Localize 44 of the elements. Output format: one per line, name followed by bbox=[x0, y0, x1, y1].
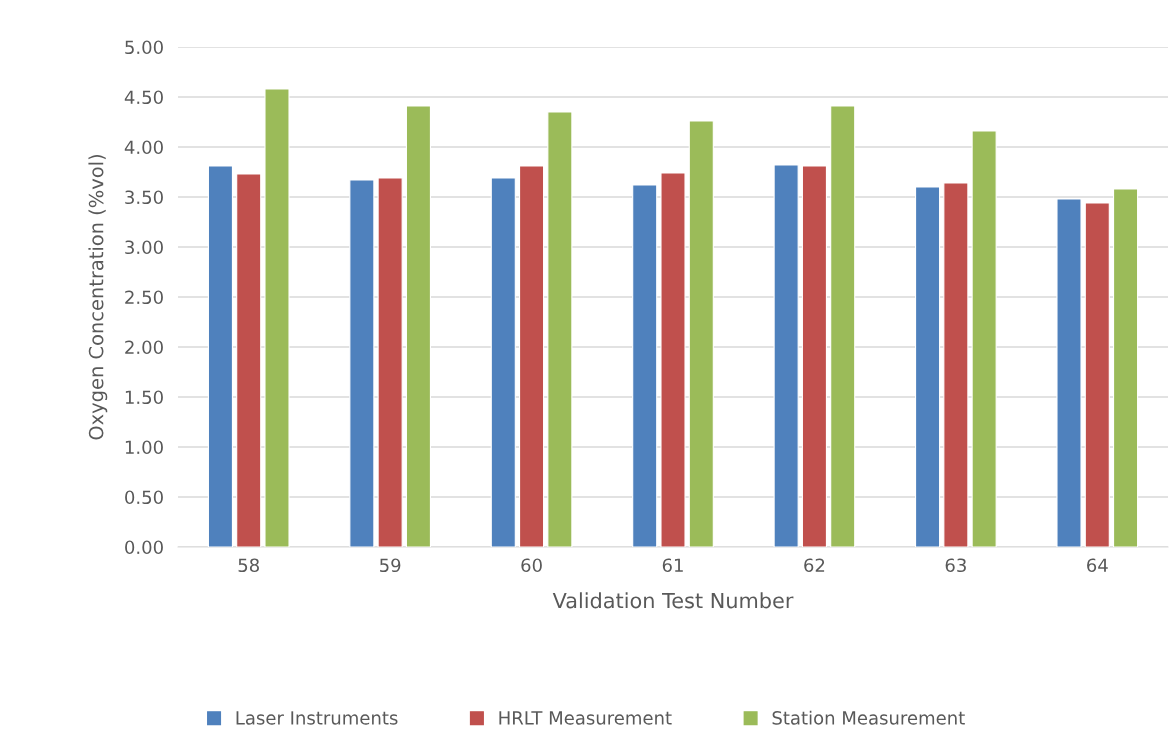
bar bbox=[688, 120, 714, 547]
bar bbox=[632, 184, 658, 547]
y-tick-label: 1.50 bbox=[125, 390, 163, 405]
y-tick-label: 3.00 bbox=[125, 240, 163, 255]
y-tick-label: 1.00 bbox=[125, 440, 163, 455]
legend-label: Laser Instruments bbox=[236, 711, 398, 725]
x-tick-label: 58 bbox=[238, 558, 259, 573]
y-tick-label: 0.50 bbox=[125, 490, 163, 505]
bar bbox=[405, 105, 432, 547]
bar bbox=[377, 177, 403, 547]
bar bbox=[971, 130, 997, 547]
bar bbox=[264, 88, 290, 547]
bar bbox=[660, 172, 686, 547]
x-tick-label: 62 bbox=[804, 558, 825, 573]
bar bbox=[801, 165, 828, 547]
y-tick-label: 0.00 bbox=[125, 540, 163, 555]
y-tick-label: 2.50 bbox=[125, 290, 163, 305]
bar bbox=[1056, 198, 1082, 547]
bar bbox=[914, 186, 941, 547]
y-tick-label: 4.00 bbox=[124, 140, 163, 155]
bar bbox=[236, 173, 262, 547]
x-tick-label: 61 bbox=[662, 558, 683, 573]
bar bbox=[1084, 202, 1110, 547]
y-tick-label: 2.00 bbox=[125, 340, 163, 355]
bar bbox=[547, 111, 573, 547]
bar bbox=[830, 105, 856, 547]
bar bbox=[1112, 188, 1139, 547]
y-axis-title: Oxygen Concentration (%vol) bbox=[88, 155, 108, 440]
bar bbox=[518, 165, 545, 547]
x-tick-label: 63 bbox=[945, 558, 966, 573]
x-axis-title: Validation Test Number bbox=[552, 592, 794, 609]
x-tick-label: 60 bbox=[521, 558, 542, 573]
legend-label: HRLT Measurement bbox=[499, 711, 672, 725]
y-tick-label: 5.00 bbox=[125, 40, 163, 55]
x-tick-label: 64 bbox=[1087, 558, 1108, 573]
bar bbox=[490, 177, 516, 547]
x-tick-label: 59 bbox=[380, 558, 401, 573]
bar bbox=[349, 179, 375, 547]
bar bbox=[207, 165, 234, 547]
bar bbox=[773, 164, 799, 547]
legend-label: Station Measurement bbox=[772, 710, 965, 725]
y-tick-label: 3.50 bbox=[125, 190, 163, 205]
bar bbox=[943, 182, 969, 547]
y-tick-label: 4.50 bbox=[124, 90, 163, 105]
